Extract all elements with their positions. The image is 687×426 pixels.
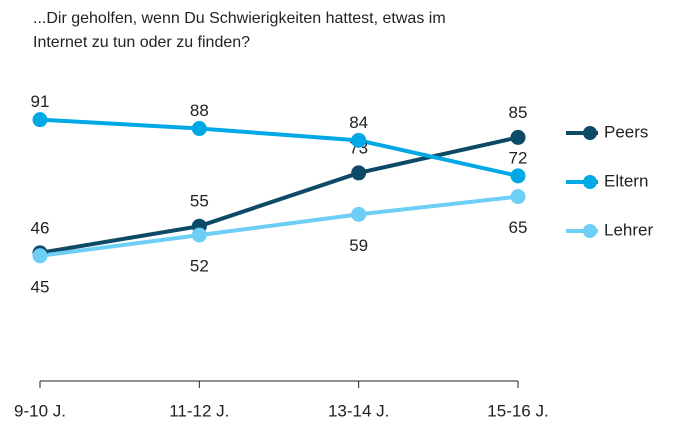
data-label: 72	[509, 148, 528, 167]
data-label: 65	[509, 218, 528, 237]
point	[32, 112, 48, 128]
data-label: 85	[509, 103, 528, 122]
legend-marker	[583, 224, 597, 238]
legend-label: Lehrer	[604, 220, 653, 239]
data-label: 46	[31, 218, 50, 237]
point	[32, 248, 48, 264]
legend-label: Eltern	[604, 171, 648, 190]
point	[510, 189, 526, 205]
legend-marker	[583, 175, 597, 189]
data-label: 91	[31, 92, 50, 111]
x-tick-label: 9-10 J.	[14, 401, 66, 420]
data-label: 59	[349, 236, 368, 255]
data-label: 52	[190, 257, 209, 276]
point	[510, 129, 526, 145]
series-line	[39, 194, 519, 258]
data-label: 84	[349, 113, 368, 132]
series-line	[39, 135, 519, 255]
series-line	[39, 117, 519, 178]
x-tick-label: 11-12 J.	[169, 401, 229, 420]
data-label: 45	[31, 277, 50, 296]
legend-marker	[583, 126, 597, 140]
data-label: 55	[190, 192, 209, 211]
point	[351, 165, 367, 181]
legend-label: Peers	[604, 122, 648, 141]
point	[191, 121, 207, 137]
data-label: 88	[190, 101, 209, 120]
point	[351, 132, 367, 148]
point	[510, 168, 526, 184]
x-tick-label: 13-14 J.	[328, 401, 389, 420]
chart-title: ...Dir geholfen, wenn Du Schwierigkeiten…	[33, 10, 446, 51]
point	[351, 206, 367, 222]
x-tick-label: 15-16 J.	[487, 401, 548, 420]
point	[191, 227, 207, 243]
